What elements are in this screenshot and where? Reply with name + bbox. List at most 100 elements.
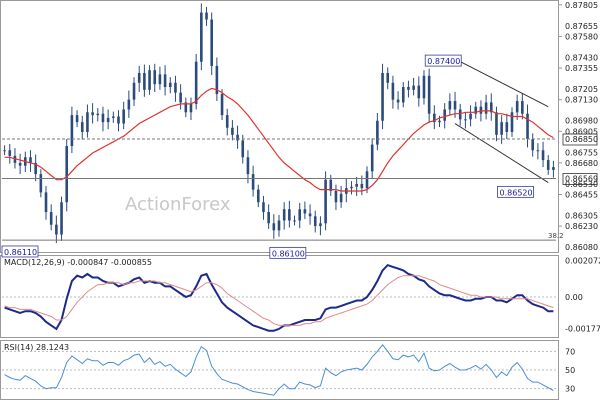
candle-body: [91, 112, 94, 116]
candle-body: [231, 127, 234, 135]
price-label-box: [269, 246, 307, 259]
candle-body: [241, 140, 245, 158]
level-lines: 0.86850 0.86569 38.2: [2, 133, 598, 241]
candle-body: [205, 12, 208, 20]
candle-body: [500, 122, 503, 135]
candle-body: [396, 99, 400, 103]
candle-body: [122, 109, 125, 124]
candle-body: [484, 102, 488, 114]
level-label: 0.86850: [565, 135, 598, 144]
candle-body: [293, 220, 296, 222]
candle-body: [153, 70, 157, 85]
candle-body: [251, 174, 255, 190]
candle-body: [29, 157, 32, 163]
price-tick-label: 0.87130: [565, 96, 598, 105]
price-label: 0.86100: [272, 249, 305, 258]
candle-body: [277, 220, 281, 231]
price-label-box: [424, 54, 462, 67]
candle-body: [536, 150, 540, 152]
price-axis: 0.87805 0.87580 0.87355 0.87130 0.86905 0.866…: [558, 1, 598, 252]
level-box: [562, 133, 598, 146]
candle-body: [391, 82, 395, 100]
candle-body: [106, 117, 110, 123]
candle-body: [313, 216, 317, 227]
candle-body: [39, 174, 43, 193]
channel-upper-line: [454, 58, 549, 108]
price-tick-label: 0.86080: [565, 243, 598, 252]
candle-body: [552, 167, 555, 170]
candle-body: [13, 155, 17, 163]
candle-body: [521, 101, 524, 114]
candle-body: [184, 102, 188, 113]
macd-tick-label: 0.002072: [565, 256, 600, 265]
candle-body: [158, 74, 162, 85]
candle-body: [189, 103, 193, 113]
candle-body: [132, 82, 136, 100]
candle-body: [8, 150, 12, 156]
price-tick-label: 0.86230: [565, 222, 598, 231]
macd-line: [4, 263, 554, 332]
price-tick-label: 0.86980: [565, 117, 598, 126]
candle-body: [117, 116, 120, 124]
candle-body: [60, 202, 63, 235]
candle-body: [44, 192, 48, 213]
candle-body: [469, 113, 472, 120]
price-tick-label: 0.87430: [565, 54, 598, 63]
candle-body: [101, 113, 105, 123]
candle-body: [143, 72, 146, 90]
candle-body: [298, 209, 302, 221]
price-tick-label: 0.87655: [565, 22, 598, 31]
candle-body: [381, 72, 384, 121]
watermark: ActionForex: [125, 194, 231, 215]
candle-body: [339, 193, 343, 203]
candle-body: [225, 115, 229, 128]
candle-body: [350, 186, 353, 189]
candle-body: [495, 112, 498, 135]
candle-body: [515, 101, 519, 113]
price-label-box: [1, 245, 39, 258]
candle-body: [479, 106, 483, 114]
candle-body: [541, 150, 545, 161]
candle-body: [448, 101, 452, 110]
price-label: 0.86110: [4, 248, 37, 257]
candle-body: [267, 212, 270, 224]
candle-body: [75, 115, 79, 123]
candle-body: [215, 65, 219, 95]
candle-body: [427, 75, 431, 114]
rsi-tick-label: 50: [565, 366, 575, 375]
candle-body: [168, 82, 172, 88]
candle-body: [489, 102, 493, 113]
candle-body: [200, 12, 203, 62]
price-labels: 0.86110 0.86100 0.87400 0.86520: [1, 54, 534, 259]
macd-title: MACD(12,26,9) -0.000847 -0.000855: [4, 258, 152, 267]
candle-body: [464, 119, 467, 121]
candle-body: [272, 223, 276, 231]
candle-body: [365, 171, 369, 189]
level-box: [562, 173, 598, 185]
candle-body: [49, 212, 53, 225]
candle-body: [407, 87, 410, 90]
price-tick-label: 0.86680: [565, 159, 598, 168]
candle-body: [55, 224, 58, 235]
ma-line: [4, 87, 554, 192]
macd-tick-label: 0.00: [565, 293, 583, 302]
rsi-title: RSI(14) 28.1243: [4, 343, 69, 352]
candle-body: [194, 61, 198, 104]
candle-body: [34, 162, 37, 175]
candle-body: [355, 183, 358, 187]
candle-body: [505, 122, 509, 132]
price-label: 0.86520: [500, 188, 533, 197]
candle-body: [531, 138, 535, 151]
candle-body: [376, 120, 379, 145]
candle-body: [417, 85, 421, 99]
candle-body: [112, 116, 115, 118]
price-tick-label: 0.86905: [565, 127, 598, 136]
candle-body: [80, 122, 84, 132]
candle-body: [18, 162, 22, 166]
candle-body: [127, 99, 131, 110]
candle-body: [308, 213, 312, 217]
candle-body: [412, 85, 415, 90]
price-tick-label: 0.87580: [565, 32, 598, 41]
